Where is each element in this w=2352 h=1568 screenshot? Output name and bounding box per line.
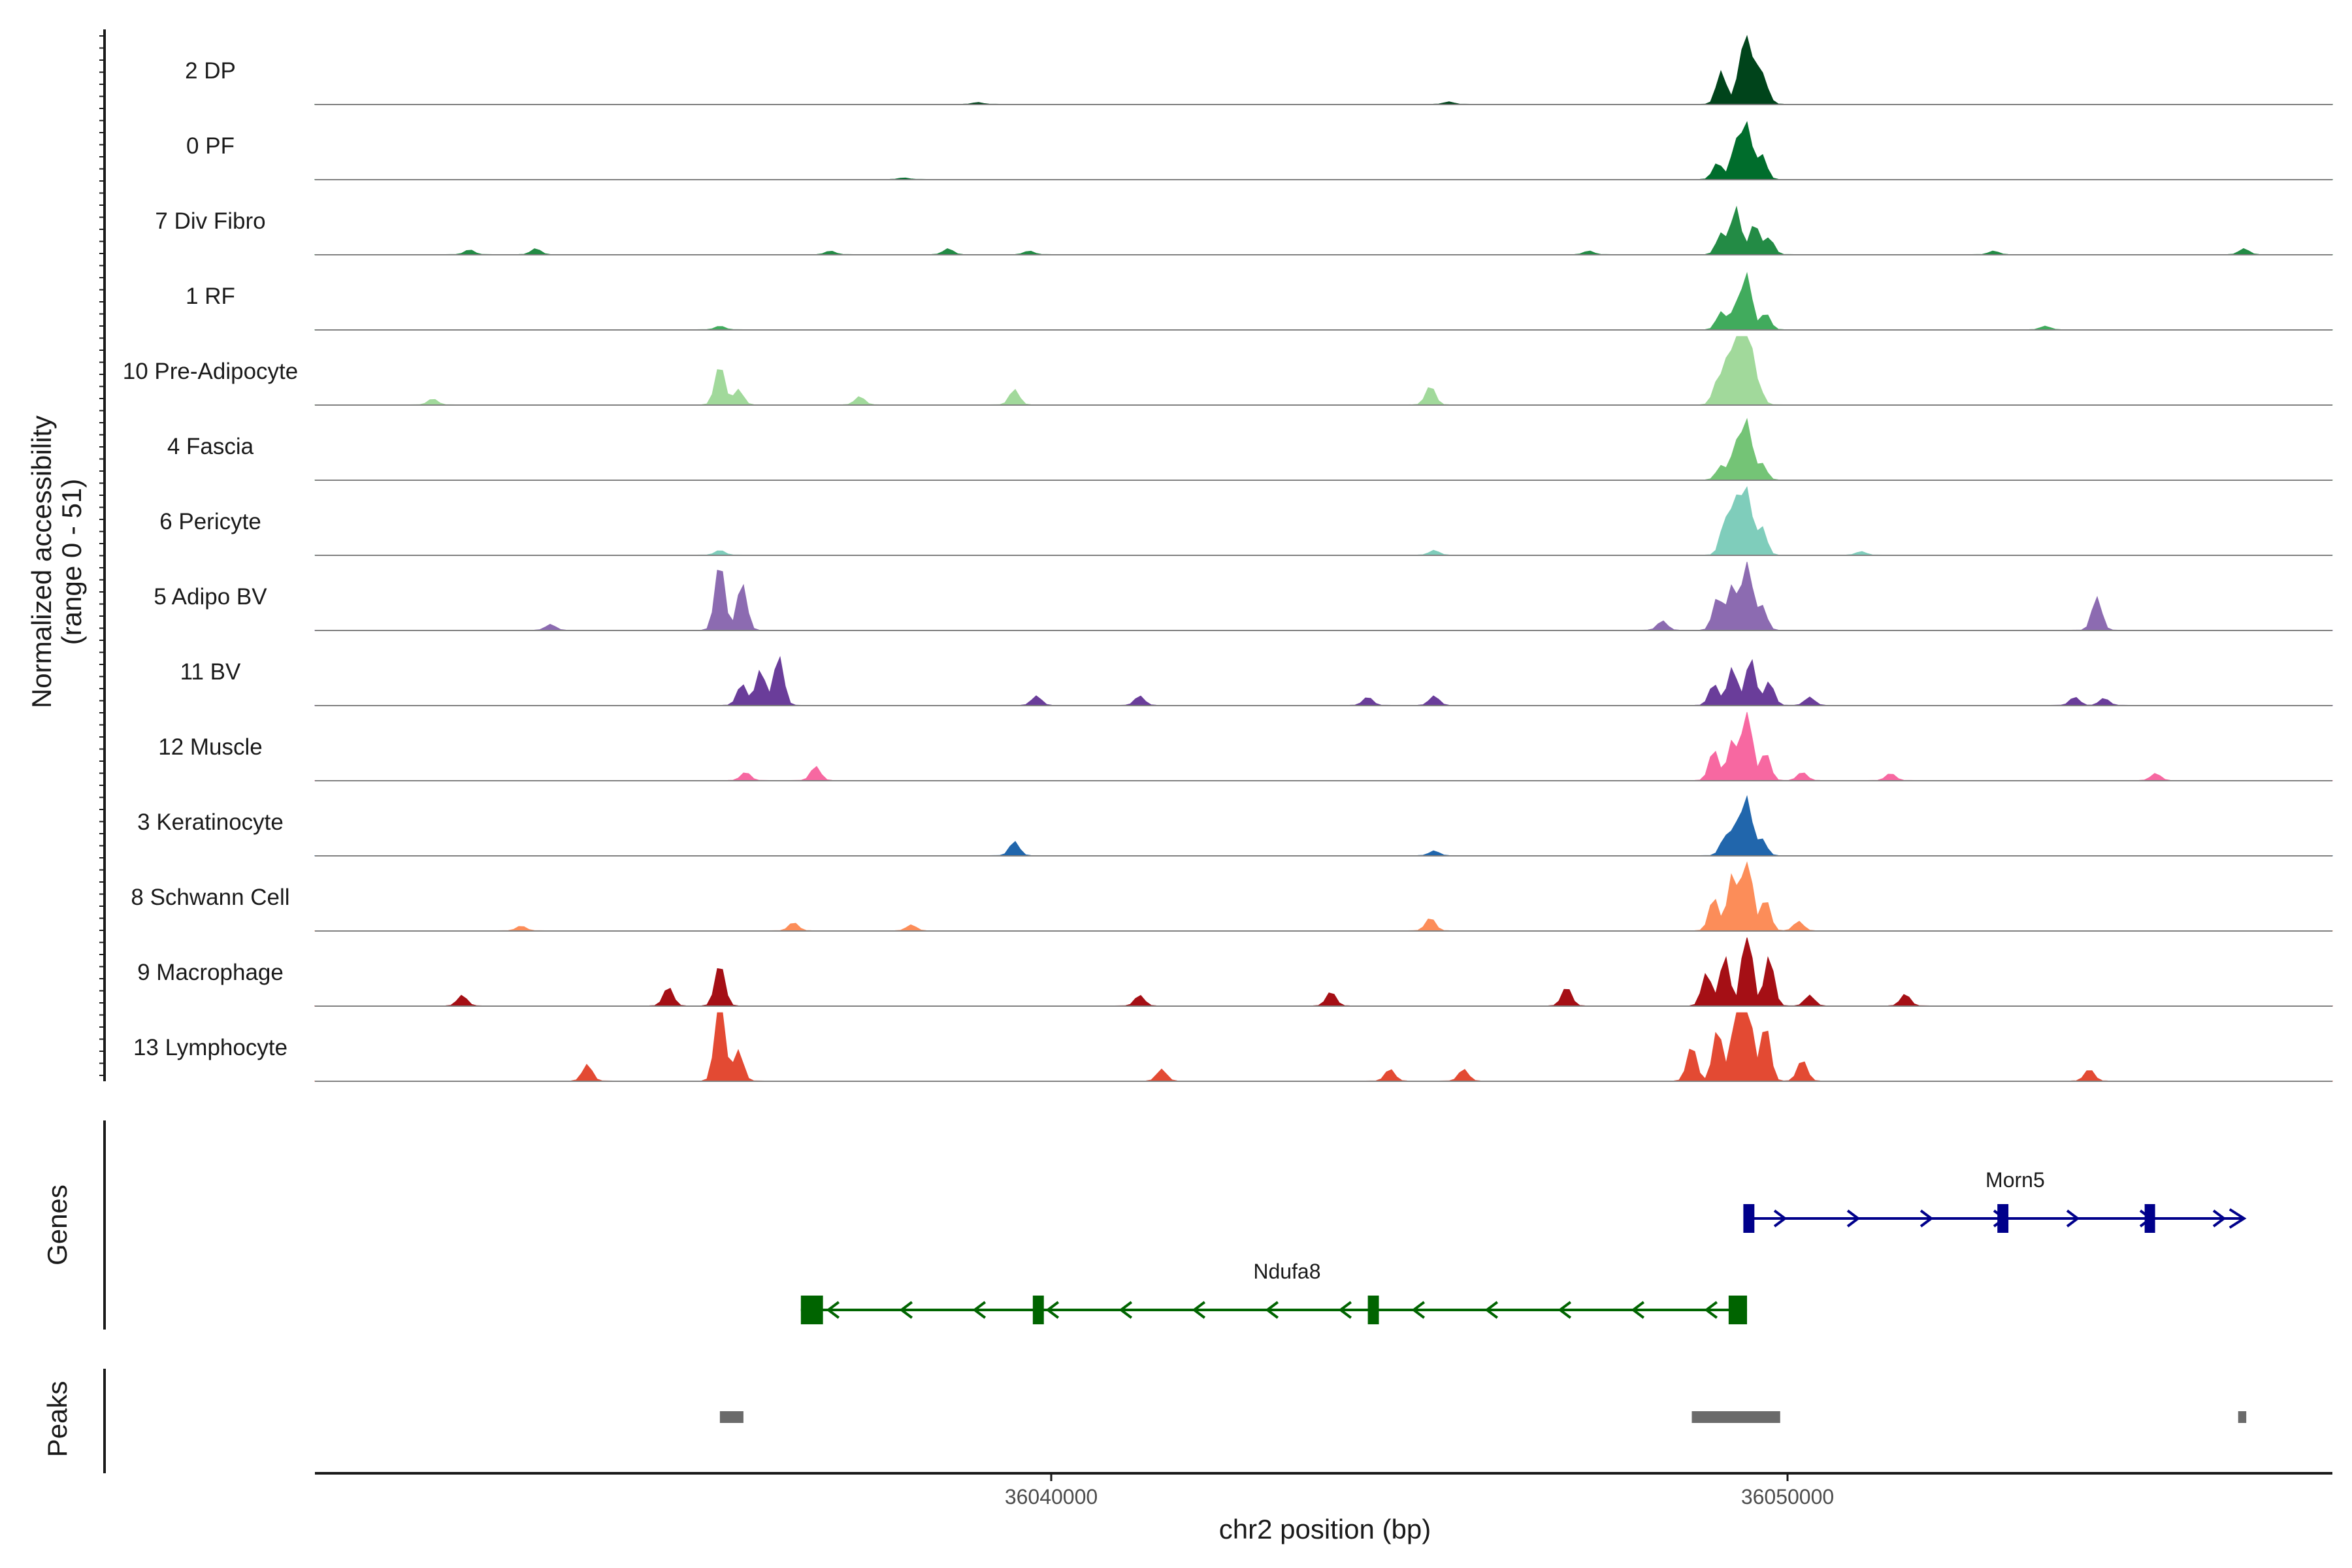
track-label: 11 BV xyxy=(180,659,241,685)
x-tick-label: 36050000 xyxy=(1741,1485,1834,1509)
track-label: 7 Div Fibro xyxy=(155,208,265,234)
coverage-track: 0 PF xyxy=(186,121,2333,180)
coverage-track: 8 Schwann Cell xyxy=(131,861,2333,932)
genes-panel-title: Genes xyxy=(42,1184,73,1266)
gene-exon xyxy=(1997,1204,2009,1233)
track-label: 3 Keratinocyte xyxy=(137,809,284,835)
coverage-area xyxy=(314,861,2333,932)
coverage-track: 11 BV xyxy=(180,655,2333,706)
coverage-area xyxy=(314,35,2333,105)
coverage-track: 10 Pre-Adipocyte xyxy=(123,336,2333,406)
gene-strand-arrow xyxy=(1484,1301,1499,1319)
coverage-track: 4 Fascia xyxy=(167,417,2333,481)
gene-strand-arrow xyxy=(1773,1209,1788,1228)
coverage-track: 1 RF xyxy=(186,272,2333,331)
coverage-area xyxy=(314,937,2333,1007)
coverage-track: 5 Adipo BV xyxy=(154,561,2333,631)
gene-strand-arrow xyxy=(1558,1301,1572,1319)
coverage-area xyxy=(314,561,2333,631)
gene-strand-arrow xyxy=(1846,1209,1861,1228)
gene-strand-arrow xyxy=(2066,1209,2080,1228)
track-label: 0 PF xyxy=(186,133,235,159)
gene-strand-arrow xyxy=(1192,1301,1206,1319)
gene-strand-arrow xyxy=(1704,1301,1718,1319)
y-axis-title: Normalized accessibility xyxy=(26,416,57,708)
coverage-area xyxy=(314,417,2333,481)
track-label: 9 Macrophage xyxy=(137,960,284,985)
peak-region xyxy=(2238,1411,2247,1423)
gene-strand-arrow xyxy=(2212,1209,2227,1228)
peak-track xyxy=(719,1411,2247,1423)
y-axis-range-label: (range 0 - 51) xyxy=(56,479,87,645)
track-label: 12 Muscle xyxy=(158,734,263,760)
coverage-area xyxy=(314,336,2333,406)
coverage-track: 7 Div Fibro xyxy=(155,205,2333,255)
coverage-area xyxy=(314,205,2333,255)
gene-strand-arrow xyxy=(1919,1209,1934,1228)
gene-strand-arrow xyxy=(826,1301,840,1319)
x-axis-ticks: 36040000 36050000 xyxy=(1005,1473,1834,1509)
coverage-track: 3 Keratinocyte xyxy=(137,794,2333,857)
gene-strand-arrow xyxy=(1411,1301,1426,1319)
gene-exon xyxy=(800,1296,823,1324)
track-label: 4 Fascia xyxy=(167,434,254,459)
coverage-y-ticks xyxy=(99,35,105,1076)
gene-exon xyxy=(1728,1296,1748,1324)
gene-exon xyxy=(2144,1204,2155,1233)
coverage-track: 9 Macrophage xyxy=(137,937,2333,1007)
gene-strand-arrow xyxy=(1045,1301,1060,1319)
peak-region xyxy=(719,1411,743,1423)
coverage-track: 6 Pericyte xyxy=(159,486,2333,556)
gene-model: Morn5 xyxy=(1743,1168,2247,1233)
coverage-area xyxy=(314,486,2333,556)
x-axis-title: chr2 position (bp) xyxy=(1219,1514,1431,1544)
gene-label: Ndufa8 xyxy=(1253,1260,1320,1283)
coverage-area xyxy=(314,121,2333,180)
peaks-panel-title: Peaks xyxy=(42,1381,73,1458)
gene-strand-arrow xyxy=(972,1301,987,1319)
track-label: 10 Pre-Adipocyte xyxy=(123,359,298,384)
gene-end-arrow xyxy=(2229,1208,2247,1229)
coverage-track: 13 Lymphocyte xyxy=(133,1012,2333,1082)
gene-strand-arrow xyxy=(899,1301,913,1319)
gene-exon xyxy=(1032,1296,1044,1324)
gene-track: Morn5 Ndufa8 xyxy=(800,1168,2247,1324)
gene-exon xyxy=(1367,1296,1379,1324)
track-label: 5 Adipo BV xyxy=(154,584,267,610)
gene-model: Ndufa8 xyxy=(800,1260,1748,1324)
gene-strand-arrow xyxy=(1265,1301,1279,1319)
track-label: 8 Schwann Cell xyxy=(131,885,289,910)
x-tick-label: 36040000 xyxy=(1005,1485,1098,1509)
gene-strand-arrow xyxy=(1119,1301,1133,1319)
coverage-track: 2 DP xyxy=(185,35,2333,105)
track-label: 1 RF xyxy=(186,284,235,309)
track-label: 6 Pericyte xyxy=(159,509,261,534)
track-label: 13 Lymphocyte xyxy=(133,1035,287,1060)
coverage-area xyxy=(314,1012,2333,1082)
coverage-area xyxy=(314,272,2333,331)
coverage-area xyxy=(314,655,2333,706)
gene-exon xyxy=(1743,1204,1755,1233)
track-label: 2 DP xyxy=(185,58,236,84)
coverage-track: 12 Muscle xyxy=(158,711,2333,781)
coverage-area xyxy=(314,711,2333,781)
coverage-area xyxy=(314,794,2333,857)
peak-region xyxy=(1691,1411,1780,1423)
coverage-tracks: 2 DP 0 PF 7 Div Fibro 1 RF 10 Pre-Adipocyte 4… xyxy=(123,35,2333,1082)
gene-label: Morn5 xyxy=(1985,1168,2045,1192)
gene-strand-arrow xyxy=(1338,1301,1352,1319)
gene-strand-arrow xyxy=(1631,1301,1645,1319)
